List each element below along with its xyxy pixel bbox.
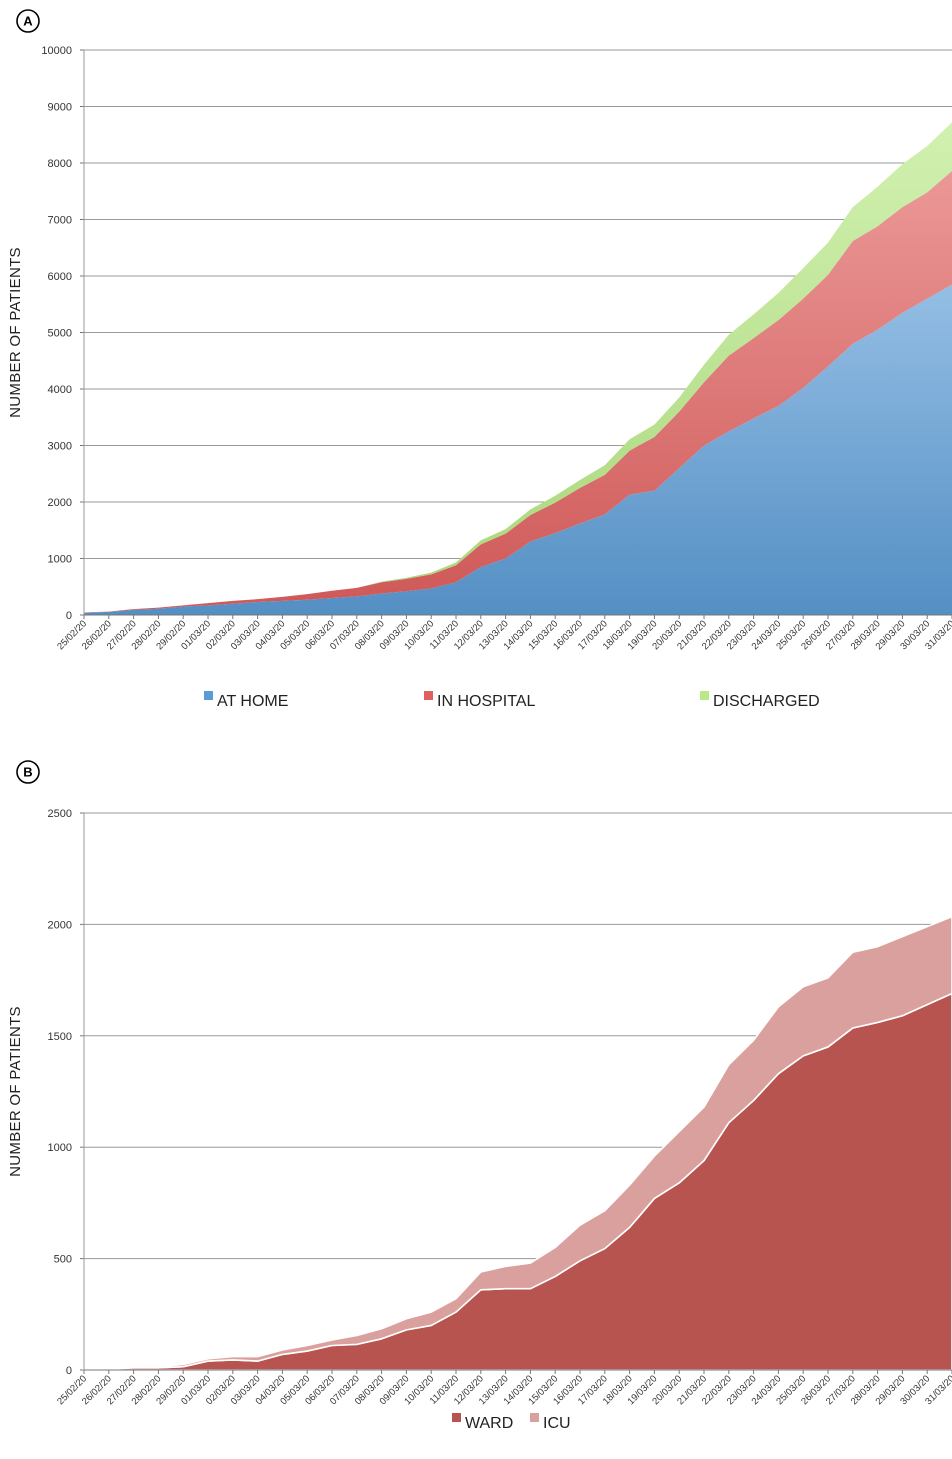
y-tick-label: 2500	[48, 808, 72, 820]
area-at-home	[84, 284, 952, 615]
legend-swatch	[700, 691, 709, 700]
legend-swatch	[204, 691, 213, 700]
y-tick-label: 0	[66, 1365, 72, 1377]
y-tick-label: 2000	[48, 919, 72, 931]
y-tick-label: 9000	[48, 102, 72, 114]
legend-label: ICU	[543, 1415, 571, 1432]
legend-label: DISCHARGED	[713, 693, 820, 710]
y-tick-label: 6000	[48, 271, 72, 283]
panel-letter: B	[23, 765, 32, 780]
y-axis-label: NUMBER OF PATIENTS	[7, 247, 24, 418]
area-icu	[83, 915, 952, 1370]
panel-letter: A	[23, 14, 33, 29]
y-tick-label: 10000	[41, 45, 72, 57]
area-in-hospital	[84, 170, 952, 613]
y-tick-label: 1000	[48, 1142, 72, 1154]
y-tick-label: 0	[66, 610, 72, 622]
legend-label: IN HOSPITAL	[437, 693, 535, 710]
panel-badge	[16, 760, 40, 784]
panel-badge	[16, 9, 40, 33]
legend-swatch	[452, 1413, 461, 1422]
legend-label: AT HOME	[217, 693, 288, 710]
y-tick-label: 8000	[48, 158, 72, 170]
y-axis-label: NUMBER OF PATIENTS	[7, 1006, 24, 1177]
y-tick-label: 3000	[48, 441, 72, 453]
y-tick-label: 2000	[48, 497, 72, 509]
y-tick-label: 5000	[48, 328, 72, 340]
y-tick-label: 1500	[48, 1031, 72, 1043]
legend-label: WARD	[465, 1415, 513, 1432]
y-tick-label: 7000	[48, 215, 72, 227]
legend-swatch	[530, 1413, 539, 1422]
legend-swatch	[424, 691, 433, 700]
y-tick-label: 500	[54, 1254, 72, 1266]
y-tick-label: 4000	[48, 384, 72, 396]
chart-panel-a: A 0 1000 2000 3000 4000 5000 6000 7000 8000 9000 10…	[7, 9, 952, 710]
y-tick-label: 1000	[48, 554, 72, 566]
